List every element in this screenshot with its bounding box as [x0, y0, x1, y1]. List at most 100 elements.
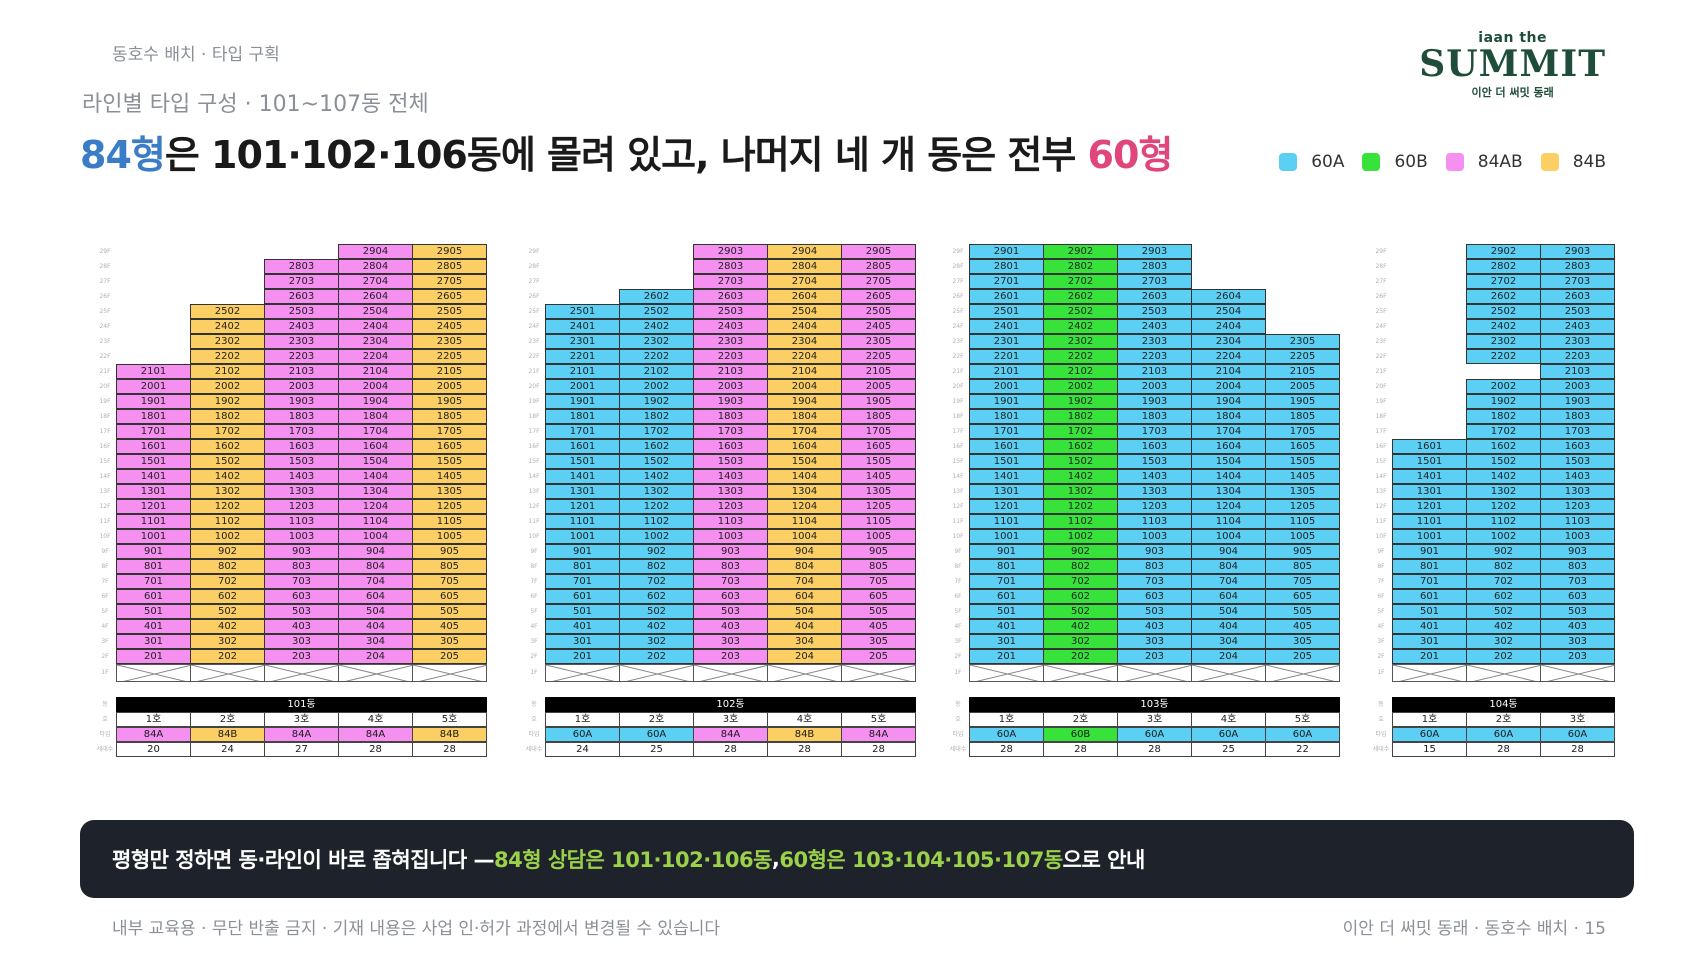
- unit-cell[interactable]: 2703: [1117, 274, 1192, 289]
- unit-cell[interactable]: 1301: [1392, 484, 1467, 499]
- unit-cell[interactable]: 2003: [264, 379, 339, 394]
- unit-cell[interactable]: 1102: [190, 514, 265, 529]
- unit-cell[interactable]: 1202: [1466, 499, 1541, 514]
- unit-cell[interactable]: 2205: [1265, 349, 1340, 364]
- unit-cell[interactable]: 501: [545, 604, 620, 619]
- unit-cell[interactable]: 2101: [545, 364, 620, 379]
- unit-cell[interactable]: 2203: [1540, 349, 1615, 364]
- unit-cell[interactable]: 704: [338, 574, 413, 589]
- unit-cell[interactable]: 2903: [693, 244, 768, 259]
- unit-cell[interactable]: 701: [545, 574, 620, 589]
- unit-cell[interactable]: 2901: [969, 244, 1044, 259]
- unit-cell[interactable]: 2303: [1117, 334, 1192, 349]
- unit-cell[interactable]: 502: [619, 604, 694, 619]
- unit-cell[interactable]: 2305: [1265, 334, 1340, 349]
- unit-cell[interactable]: 1703: [1117, 424, 1192, 439]
- unit-cell[interactable]: 1504: [767, 454, 842, 469]
- unit-cell[interactable]: 1901: [969, 394, 1044, 409]
- unit-cell[interactable]: 503: [1540, 604, 1615, 619]
- unit-cell[interactable]: 2602: [619, 289, 694, 304]
- unit-cell[interactable]: 1502: [1466, 454, 1541, 469]
- unit-cell[interactable]: 202: [190, 649, 265, 664]
- unit-cell[interactable]: 2204: [767, 349, 842, 364]
- unit-cell[interactable]: 2204: [338, 349, 413, 364]
- unit-cell[interactable]: 2103: [264, 364, 339, 379]
- unit-cell[interactable]: 601: [545, 589, 620, 604]
- unit-cell[interactable]: 1103: [693, 514, 768, 529]
- unit-cell[interactable]: 805: [412, 559, 487, 574]
- unit-cell[interactable]: 601: [1392, 589, 1467, 604]
- unit-cell[interactable]: 1703: [264, 424, 339, 439]
- unit-cell[interactable]: 505: [1265, 604, 1340, 619]
- unit-cell[interactable]: 2203: [264, 349, 339, 364]
- unit-cell[interactable]: 701: [969, 574, 1044, 589]
- unit-cell[interactable]: 1705: [841, 424, 916, 439]
- unit-cell[interactable]: 1502: [1043, 454, 1118, 469]
- unit-cell[interactable]: 2202: [190, 349, 265, 364]
- unit-cell[interactable]: 405: [412, 619, 487, 634]
- unit-cell[interactable]: 1102: [1466, 514, 1541, 529]
- unit-cell[interactable]: 1705: [412, 424, 487, 439]
- unit-cell[interactable]: 205: [841, 649, 916, 664]
- unit-cell[interactable]: 2002: [190, 379, 265, 394]
- unit-cell[interactable]: 1305: [412, 484, 487, 499]
- unit-cell[interactable]: 1505: [841, 454, 916, 469]
- unit-cell[interactable]: 1503: [693, 454, 768, 469]
- unit-cell[interactable]: 1501: [969, 454, 1044, 469]
- unit-cell[interactable]: 1201: [1392, 499, 1467, 514]
- unit-cell[interactable]: 2102: [1043, 364, 1118, 379]
- unit-cell[interactable]: 402: [619, 619, 694, 634]
- unit-cell[interactable]: 205: [412, 649, 487, 664]
- unit-cell[interactable]: 2803: [693, 259, 768, 274]
- unit-cell[interactable]: 2803: [1117, 259, 1192, 274]
- unit-cell[interactable]: 803: [1117, 559, 1192, 574]
- unit-cell[interactable]: 1303: [264, 484, 339, 499]
- unit-cell[interactable]: 303: [693, 634, 768, 649]
- unit-cell[interactable]: 2303: [264, 334, 339, 349]
- unit-cell[interactable]: 204: [767, 649, 842, 664]
- unit-cell[interactable]: 1101: [1392, 514, 1467, 529]
- unit-cell[interactable]: 1904: [1191, 394, 1266, 409]
- unit-cell[interactable]: 504: [767, 604, 842, 619]
- unit-cell[interactable]: 2803: [264, 259, 339, 274]
- unit-cell[interactable]: 1401: [545, 469, 620, 484]
- unit-cell[interactable]: 1404: [1191, 469, 1266, 484]
- unit-cell[interactable]: 2804: [767, 259, 842, 274]
- unit-cell[interactable]: 1701: [116, 424, 191, 439]
- unit-cell[interactable]: 1801: [116, 409, 191, 424]
- unit-cell[interactable]: 1504: [1191, 454, 1266, 469]
- unit-cell[interactable]: 603: [1540, 589, 1615, 604]
- unit-cell[interactable]: 1603: [1117, 439, 1192, 454]
- unit-cell[interactable]: 203: [1117, 649, 1192, 664]
- unit-cell[interactable]: 2301: [969, 334, 1044, 349]
- unit-cell[interactable]: 2101: [969, 364, 1044, 379]
- unit-cell[interactable]: 505: [841, 604, 916, 619]
- unit-cell[interactable]: 1803: [1117, 409, 1192, 424]
- unit-cell[interactable]: 2303: [693, 334, 768, 349]
- unit-cell[interactable]: 301: [1392, 634, 1467, 649]
- unit-cell[interactable]: 401: [545, 619, 620, 634]
- unit-cell[interactable]: 303: [1540, 634, 1615, 649]
- unit-cell[interactable]: 601: [969, 589, 1044, 604]
- unit-cell[interactable]: 2302: [1043, 334, 1118, 349]
- unit-cell[interactable]: 2401: [545, 319, 620, 334]
- unit-cell[interactable]: 402: [1043, 619, 1118, 634]
- unit-cell[interactable]: 503: [264, 604, 339, 619]
- unit-cell[interactable]: 201: [969, 649, 1044, 664]
- unit-cell[interactable]: 1902: [1043, 394, 1118, 409]
- unit-cell[interactable]: 2005: [1265, 379, 1340, 394]
- unit-cell[interactable]: 2405: [841, 319, 916, 334]
- unit-cell[interactable]: 1203: [264, 499, 339, 514]
- unit-cell[interactable]: 1904: [338, 394, 413, 409]
- unit-cell[interactable]: 801: [116, 559, 191, 574]
- unit-cell[interactable]: 2605: [412, 289, 487, 304]
- unit-cell[interactable]: 301: [116, 634, 191, 649]
- unit-cell[interactable]: 803: [1540, 559, 1615, 574]
- unit-cell[interactable]: 1001: [116, 529, 191, 544]
- unit-cell[interactable]: 1303: [1117, 484, 1192, 499]
- unit-cell[interactable]: 1605: [841, 439, 916, 454]
- unit-cell[interactable]: 1901: [116, 394, 191, 409]
- unit-cell[interactable]: 2603: [1117, 289, 1192, 304]
- unit-cell[interactable]: 2001: [116, 379, 191, 394]
- unit-cell[interactable]: 2401: [969, 319, 1044, 334]
